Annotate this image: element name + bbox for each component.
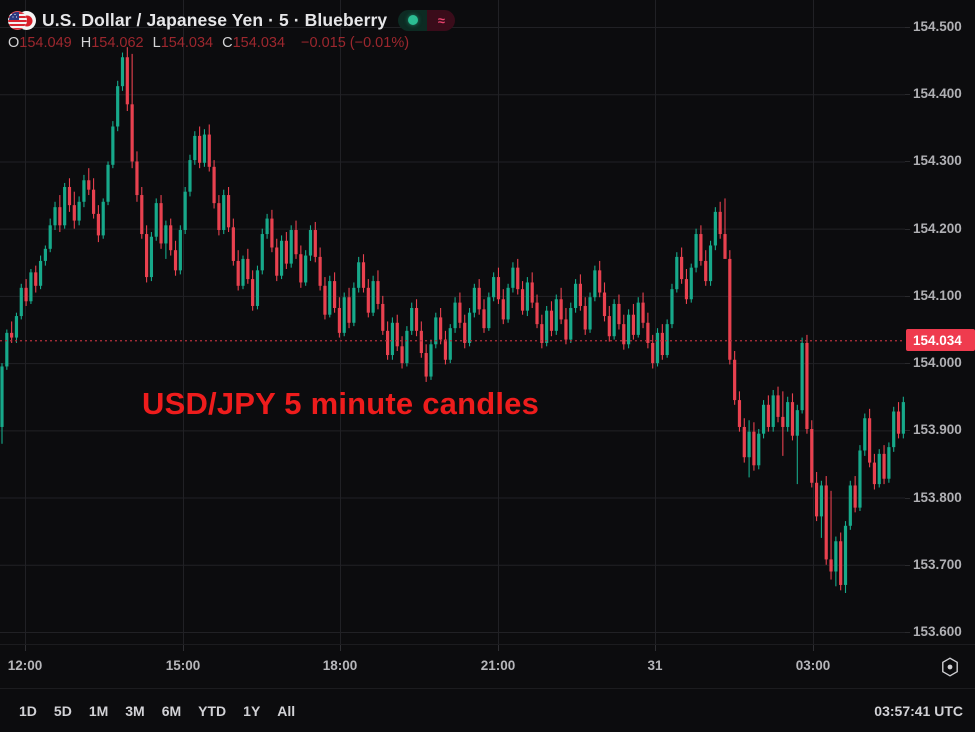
market-status-pill[interactable]: ≈: [398, 9, 456, 31]
range-button-1m[interactable]: 1M: [82, 701, 115, 721]
price-axis[interactable]: 154.500 154.400 154.300 154.200 154.100 154.0…: [905, 0, 975, 644]
time-axis-label: 15:00: [165, 658, 201, 673]
range-button-ytd[interactable]: YTD: [191, 701, 233, 721]
price-axis-tick: [905, 295, 910, 297]
price-axis-tick: [905, 632, 910, 633]
range-button-1d[interactable]: 1D: [12, 701, 44, 721]
chart-plot-area[interactable]: [0, 0, 905, 644]
time-axis-tick: [655, 645, 656, 651]
time-axis-label: 21:00: [480, 658, 516, 673]
price-axis-tick: [905, 430, 910, 432]
legend-symbol-row: U.S. Dollar / Japanese Yen · 5 · Blueber…: [8, 8, 905, 32]
price-axis-label: 154.500: [913, 19, 962, 34]
price-axis-label: 154.100: [913, 287, 962, 303]
ohlc-close-value: 154.034: [232, 35, 286, 51]
price-axis-tick: [905, 497, 910, 499]
ohlc-low-key: L: [152, 35, 161, 51]
time-axis-tick: [813, 645, 814, 651]
bottom-toolbar: 1D 5D 1M 3M 6M YTD 1Y All 03:57:41 UTC: [0, 688, 975, 732]
ohlc-change-value: −0.015 (−0.01%): [301, 35, 410, 51]
price-axis-label: 153.900: [913, 422, 962, 438]
price-axis-label: 154.300: [913, 153, 962, 169]
price-axis-label: 154.000: [913, 355, 962, 371]
time-axis-label: 12:00: [7, 658, 43, 673]
time-axis-label: 31: [647, 658, 663, 673]
ohlc-open-key: O: [8, 35, 20, 51]
price-axis-label: 153.800: [913, 489, 962, 505]
time-axis-tick: [340, 645, 341, 651]
hexagon-target-icon[interactable]: [939, 656, 961, 678]
green-status-dot-icon: [407, 15, 418, 25]
price-axis-tick: [905, 363, 910, 365]
price-axis-tick: [905, 161, 910, 163]
ohlc-open-value: 154.049: [19, 35, 72, 51]
time-axis-label: 03:00: [795, 658, 831, 673]
candlestick-series: [0, 47, 905, 594]
range-selector-group: 1D 5D 1M 3M 6M YTD 1Y All: [0, 701, 302, 721]
current-price-line: [0, 340, 905, 342]
price-axis-label: 154.400: [913, 86, 962, 102]
time-axis-tick: [25, 645, 26, 651]
price-axis-tick: [905, 94, 910, 96]
ohlc-high-key: H: [80, 35, 92, 51]
price-axis-label: 153.700: [913, 556, 962, 572]
market-open-indicator: [398, 9, 428, 31]
range-button-all[interactable]: All: [270, 701, 302, 721]
symbol-title[interactable]: U.S. Dollar / Japanese Yen · 5 · Blueber…: [42, 9, 388, 30]
price-axis-label: 154.200: [913, 220, 962, 236]
range-button-1y[interactable]: 1Y: [236, 701, 267, 721]
time-axis-tick: [183, 645, 184, 651]
ohlc-close-key: C: [222, 35, 233, 51]
currency-pair-flags-icon: [8, 10, 36, 30]
time-axis[interactable]: 12:00 15:00 18:00 21:00 31 03:00: [0, 644, 975, 688]
price-axis-label: 153.600: [913, 624, 962, 639]
chart-legend: U.S. Dollar / Japanese Yen · 5 · Blueber…: [0, 0, 905, 51]
time-axis-tick: [498, 645, 499, 651]
range-button-5d[interactable]: 5D: [47, 701, 79, 721]
us-flag-icon: [8, 11, 27, 30]
ohlc-low-value: 154.034: [160, 35, 214, 51]
price-axis-tick: [905, 564, 910, 566]
range-button-3m[interactable]: 3M: [118, 701, 151, 721]
price-axis-tick: [905, 228, 910, 230]
current-price-tag[interactable]: 154.034: [906, 329, 975, 352]
price-axis-tick: [905, 27, 910, 28]
clock-label[interactable]: 03:57:41 UTC: [874, 702, 963, 719]
legend-ohlc-row: O 154.049 H 154.062 L 154.034 C 154.034 …: [8, 35, 905, 51]
ohlc-high-value: 154.062: [91, 35, 144, 51]
range-button-6m[interactable]: 6M: [155, 701, 188, 721]
time-axis-label: 18:00: [322, 658, 358, 673]
data-source-icon: ≈: [427, 9, 456, 31]
